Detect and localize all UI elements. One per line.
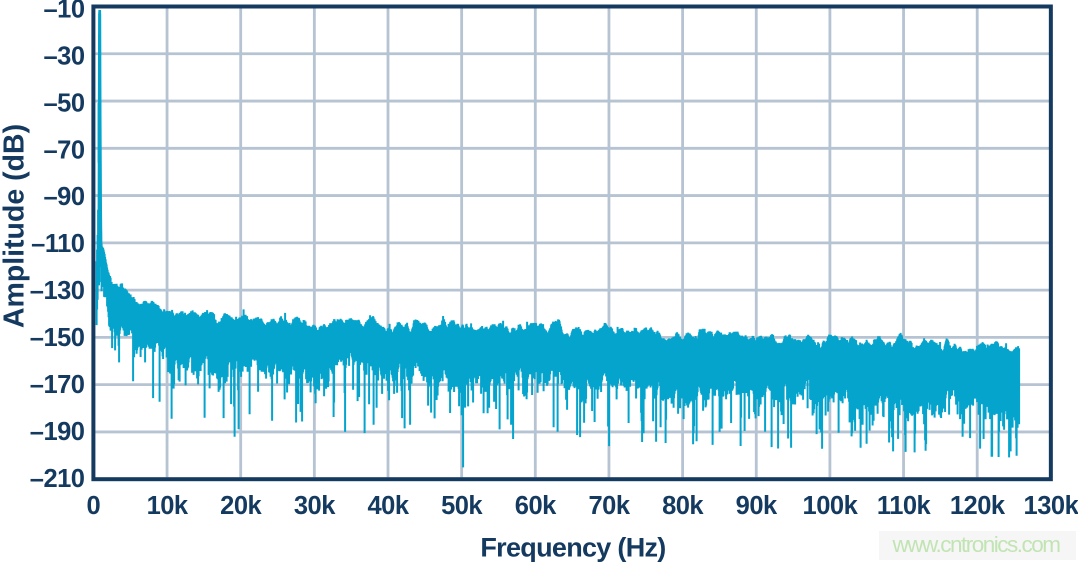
- svg-text:60k: 60k: [515, 492, 557, 520]
- svg-text:Amplitude (dB): Amplitude (dB): [0, 124, 31, 328]
- svg-text:120k: 120k: [950, 492, 1006, 520]
- svg-text:–90: –90: [43, 183, 84, 211]
- svg-text:–10: –10: [43, 0, 84, 24]
- svg-text:130k: 130k: [1024, 492, 1078, 520]
- svg-text:80k: 80k: [662, 492, 704, 520]
- svg-text:Frequency (Hz): Frequency (Hz): [480, 533, 665, 563]
- svg-text:50k: 50k: [441, 492, 483, 520]
- svg-text:–210: –210: [30, 465, 85, 493]
- svg-text:www.cntronics.com: www.cntronics.com: [891, 532, 1060, 557]
- svg-text:–170: –170: [30, 371, 85, 399]
- svg-text:90k: 90k: [736, 492, 778, 520]
- svg-text:–70: –70: [43, 136, 84, 164]
- svg-text:70k: 70k: [588, 492, 630, 520]
- svg-text:40k: 40k: [367, 492, 409, 520]
- svg-text:–50: –50: [43, 89, 84, 117]
- svg-text:–150: –150: [30, 324, 85, 352]
- svg-text:0: 0: [87, 492, 101, 520]
- svg-text:–30: –30: [43, 42, 84, 70]
- svg-text:110k: 110k: [877, 492, 932, 520]
- svg-text:–110: –110: [31, 230, 85, 258]
- svg-text:10k: 10k: [147, 492, 189, 520]
- svg-text:–190: –190: [30, 418, 85, 446]
- svg-text:100k: 100k: [803, 492, 859, 520]
- svg-text:–130: –130: [30, 277, 85, 305]
- svg-text:20k: 20k: [220, 492, 262, 520]
- svg-text:30k: 30k: [294, 492, 336, 520]
